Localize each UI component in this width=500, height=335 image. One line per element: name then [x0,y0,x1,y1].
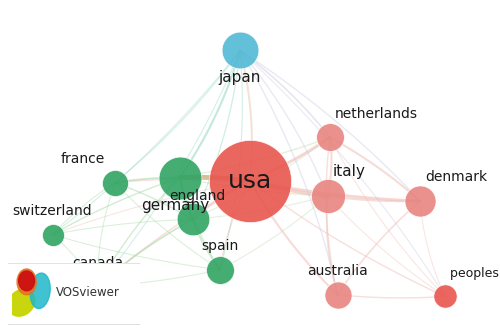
Point [326,135,334,140]
Text: switzerland: switzerland [12,204,92,218]
Text: netherlands: netherlands [335,107,418,121]
Point [236,48,244,53]
Text: france: france [61,152,105,166]
Ellipse shape [30,273,50,309]
FancyBboxPatch shape [5,263,142,325]
Point [441,294,449,299]
Text: italy: italy [332,164,366,179]
Point [111,180,119,185]
Ellipse shape [8,289,35,316]
Point [416,198,424,204]
Point [216,267,224,272]
Text: canada: canada [72,256,123,270]
Point [176,175,184,180]
Text: peoples r china: peoples r china [450,267,500,280]
Text: usa: usa [228,169,272,193]
Text: germany: germany [141,198,209,213]
Text: england: england [170,189,226,203]
Ellipse shape [17,269,36,295]
Point [48,232,56,237]
Point [94,284,102,289]
Text: denmark: denmark [425,170,487,184]
Circle shape [18,271,34,291]
Text: VOSviewer: VOSviewer [56,286,120,299]
Point [324,193,332,199]
Text: japan: japan [219,70,261,85]
Point [188,217,196,222]
Point [334,292,342,297]
Text: spain: spain [202,239,238,253]
Point [246,178,254,184]
Text: australia: australia [307,264,368,278]
